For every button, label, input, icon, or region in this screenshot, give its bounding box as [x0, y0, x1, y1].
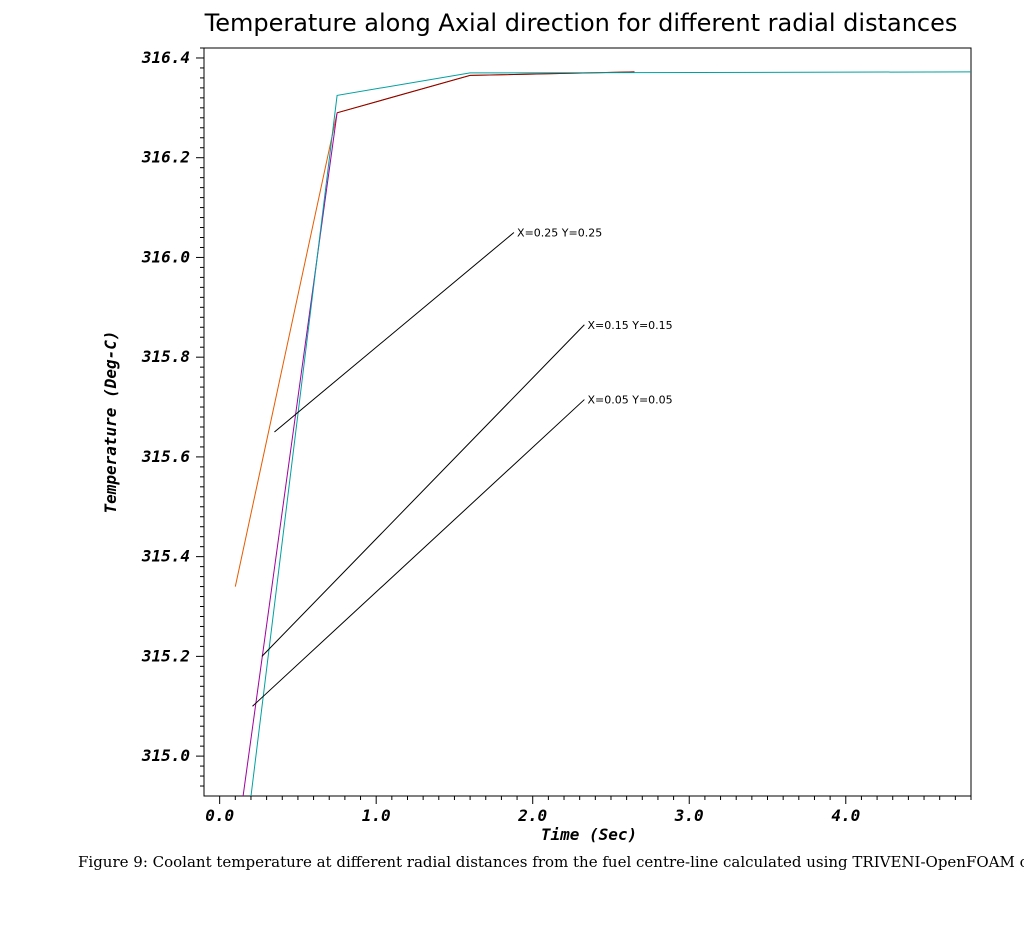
- x-tick-label: 1.0: [362, 806, 391, 825]
- x-tick-label: 4.0: [831, 806, 860, 825]
- annotation-label: X=0.05 Y=0.05: [588, 394, 673, 407]
- annotation-leader-line: [252, 399, 585, 707]
- plot-frame: [203, 47, 972, 797]
- chart-svg: Temperature along Axial direction for di…: [101, 9, 972, 844]
- series-line-3: [242, 112, 338, 796]
- series-line-4: [250, 71, 971, 796]
- y-tick-label: 316.0: [141, 247, 190, 266]
- y-axis-label: Temperature (Deg-C): [101, 330, 120, 513]
- y-axis-ticks: 315.0 315.2 315.4 315.6 315.8 316.0 316.2 316.4: [141, 48, 204, 765]
- x-axis-ticks: 0.0 1.0 2.0 3.0 4.0: [205, 796, 860, 825]
- chart-title: Temperature along Axial direction for di…: [204, 9, 958, 37]
- annotations: X=0.25 Y=0.25 X=0.15 Y=0.15 X=0.05 Y=0.05: [252, 227, 673, 707]
- y-tick-label: 315.4: [141, 547, 190, 566]
- annotation-label: X=0.25 Y=0.25: [517, 227, 602, 240]
- annotation-leader-line: [261, 324, 585, 657]
- x-tick-label: 0.0: [205, 806, 234, 825]
- x-tick-label: 3.0: [674, 806, 704, 825]
- y-tick-label: 315.0: [141, 746, 190, 765]
- x-tick-label: 2.0: [517, 806, 547, 825]
- figure-caption: Figure 9: Coolant temperature at differe…: [78, 853, 1024, 871]
- series-line-2: [336, 71, 635, 114]
- y-tick-label: 315.8: [141, 347, 190, 366]
- series-line-1: [234, 71, 635, 587]
- annotation-leader-line: [274, 232, 515, 433]
- y-tick-label: 316.2: [141, 148, 190, 167]
- y-tick-label: 315.2: [141, 646, 190, 665]
- data-series: [234, 71, 971, 796]
- x-axis-label: Time (Sec): [541, 825, 637, 844]
- minor-ticks: [200, 47, 972, 800]
- y-tick-label: 315.6: [141, 447, 191, 466]
- y-tick-label: 316.4: [141, 48, 190, 67]
- annotation-label: X=0.15 Y=0.15: [588, 319, 673, 332]
